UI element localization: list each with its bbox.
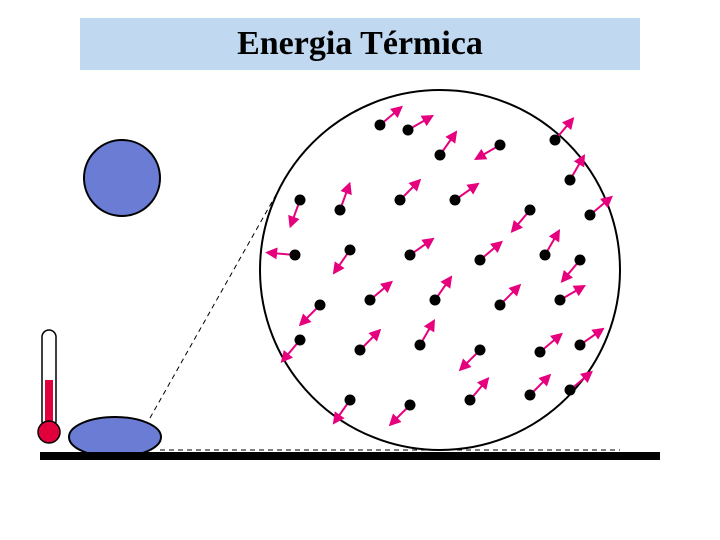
particle-dot <box>565 175 576 186</box>
particle-dot <box>395 195 406 206</box>
particle-dot <box>540 250 551 261</box>
particle-dot <box>535 347 546 358</box>
particle-dot <box>295 335 306 346</box>
ball-falling <box>84 140 160 216</box>
particle-dot <box>550 135 561 146</box>
particle-dot <box>495 140 506 151</box>
particle-dot <box>403 125 414 136</box>
particle-dot <box>345 395 356 406</box>
particle-dot <box>585 210 596 221</box>
particle-dot <box>405 400 416 411</box>
particle-dot <box>315 300 326 311</box>
particle-dot <box>475 255 486 266</box>
particle-dot <box>295 195 306 206</box>
particle-dot <box>565 385 576 396</box>
particle-dot <box>450 195 461 206</box>
particle-dot <box>335 205 346 216</box>
particle-dot <box>495 300 506 311</box>
particle-dot <box>435 150 446 161</box>
particle-dot <box>345 245 356 256</box>
particle-dot <box>475 345 486 356</box>
particle-dot <box>575 340 586 351</box>
particle-dot <box>430 295 441 306</box>
particle-dot <box>365 295 376 306</box>
magnifier-circle <box>260 90 620 450</box>
particle-dot <box>525 390 536 401</box>
particle-dot <box>355 345 366 356</box>
particle-dot <box>575 255 586 266</box>
particle-dot <box>290 250 301 261</box>
particle-dot <box>555 295 566 306</box>
particle-dot <box>415 340 426 351</box>
particle-dot <box>525 205 536 216</box>
ball-on-ground <box>69 417 161 457</box>
thermometer-bulb <box>38 421 60 443</box>
particle-dot <box>465 395 476 406</box>
diagram-svg <box>0 0 720 540</box>
particle-dot <box>405 250 416 261</box>
particle-dot <box>375 120 386 131</box>
